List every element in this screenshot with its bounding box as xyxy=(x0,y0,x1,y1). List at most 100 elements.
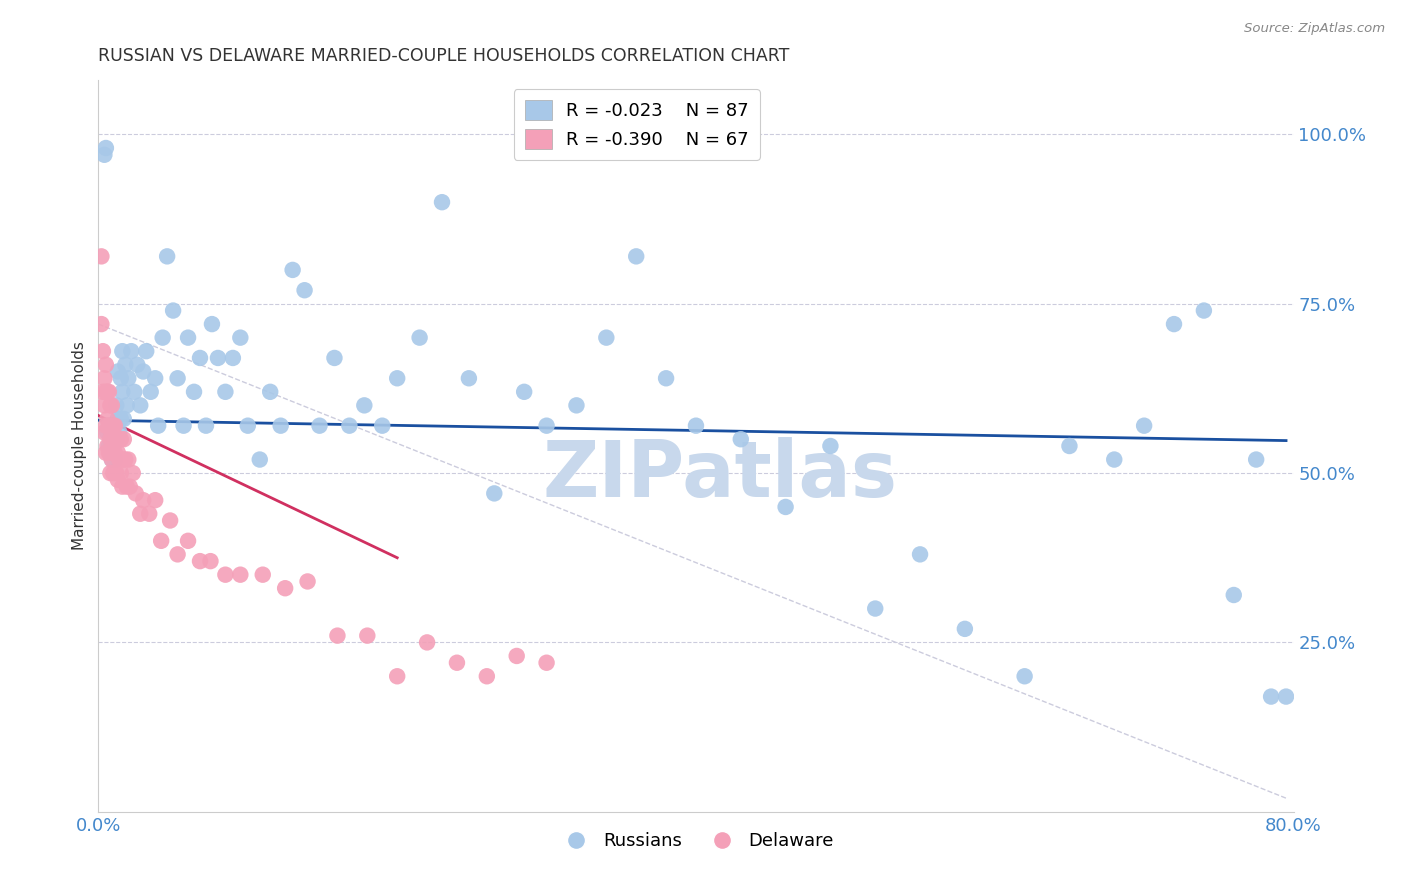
Point xyxy=(105,398,128,412)
Point xyxy=(132,364,155,378)
Point xyxy=(107,412,129,426)
Point xyxy=(624,249,647,263)
Point xyxy=(214,384,236,399)
Point xyxy=(655,371,678,385)
Point xyxy=(111,452,134,467)
Point xyxy=(110,412,132,426)
Point xyxy=(865,601,887,615)
Point xyxy=(101,425,124,440)
Point xyxy=(1133,418,1156,433)
Point xyxy=(222,351,245,365)
Point xyxy=(98,432,122,446)
Point xyxy=(1192,303,1215,318)
Point xyxy=(114,358,136,372)
Point xyxy=(121,466,143,480)
Point xyxy=(97,384,120,399)
Point xyxy=(430,195,453,210)
Point xyxy=(143,371,166,385)
Point xyxy=(103,466,125,480)
Point xyxy=(173,418,195,433)
Point xyxy=(98,418,122,433)
Point xyxy=(166,547,188,561)
Point xyxy=(117,371,139,385)
Point xyxy=(953,622,976,636)
Legend: Russians, Delaware: Russians, Delaware xyxy=(551,825,841,857)
Point xyxy=(1014,669,1036,683)
Point xyxy=(112,432,135,446)
Point xyxy=(110,432,132,446)
Point xyxy=(150,533,173,548)
Point xyxy=(111,384,134,399)
Point xyxy=(103,418,125,433)
Point xyxy=(356,629,378,643)
Point xyxy=(152,331,174,345)
Text: RUSSIAN VS DELAWARE MARRIED-COUPLE HOUSEHOLDS CORRELATION CHART: RUSSIAN VS DELAWARE MARRIED-COUPLE HOUSE… xyxy=(98,47,790,65)
Point xyxy=(207,351,229,365)
Point xyxy=(308,418,330,433)
Point xyxy=(93,148,115,162)
Point xyxy=(107,473,129,487)
Point xyxy=(1059,439,1081,453)
Point xyxy=(446,656,468,670)
Point xyxy=(101,452,124,467)
Point xyxy=(105,432,128,446)
Point xyxy=(730,432,752,446)
Point xyxy=(127,358,149,372)
Point xyxy=(156,249,179,263)
Point xyxy=(98,398,122,412)
Point xyxy=(371,418,394,433)
Point xyxy=(139,384,162,399)
Point xyxy=(177,331,200,345)
Point xyxy=(565,398,588,412)
Point xyxy=(326,629,349,643)
Point xyxy=(138,507,160,521)
Point xyxy=(385,371,409,385)
Point xyxy=(270,418,292,433)
Point xyxy=(103,439,125,453)
Point xyxy=(214,567,236,582)
Point xyxy=(252,567,274,582)
Point xyxy=(101,452,124,467)
Point xyxy=(229,331,252,345)
Point xyxy=(103,446,125,460)
Text: Source: ZipAtlas.com: Source: ZipAtlas.com xyxy=(1244,22,1385,36)
Point xyxy=(1275,690,1298,704)
Point xyxy=(135,344,157,359)
Point xyxy=(111,480,134,494)
Point xyxy=(281,263,304,277)
Point xyxy=(166,371,188,385)
Point xyxy=(108,452,131,467)
Point xyxy=(129,507,152,521)
Point xyxy=(458,371,481,385)
Point xyxy=(1104,452,1126,467)
Point xyxy=(94,358,117,372)
Point xyxy=(104,446,127,460)
Point xyxy=(1223,588,1246,602)
Point xyxy=(294,283,316,297)
Point xyxy=(200,554,222,568)
Point xyxy=(385,669,409,683)
Point xyxy=(259,384,281,399)
Point xyxy=(96,439,118,453)
Point xyxy=(104,418,127,433)
Point xyxy=(1163,317,1185,331)
Point xyxy=(484,486,506,500)
Point xyxy=(96,425,118,440)
Point xyxy=(506,648,529,663)
Point xyxy=(110,466,132,480)
Point xyxy=(94,141,117,155)
Point xyxy=(408,331,430,345)
Point xyxy=(820,439,842,453)
Point xyxy=(120,344,142,359)
Point xyxy=(112,412,135,426)
Point xyxy=(110,371,132,385)
Point xyxy=(96,384,118,399)
Point xyxy=(124,384,146,399)
Point xyxy=(162,303,184,318)
Point xyxy=(107,364,129,378)
Point xyxy=(353,398,375,412)
Point xyxy=(274,581,297,595)
Point xyxy=(143,493,166,508)
Point xyxy=(93,371,115,385)
Point xyxy=(1244,452,1267,467)
